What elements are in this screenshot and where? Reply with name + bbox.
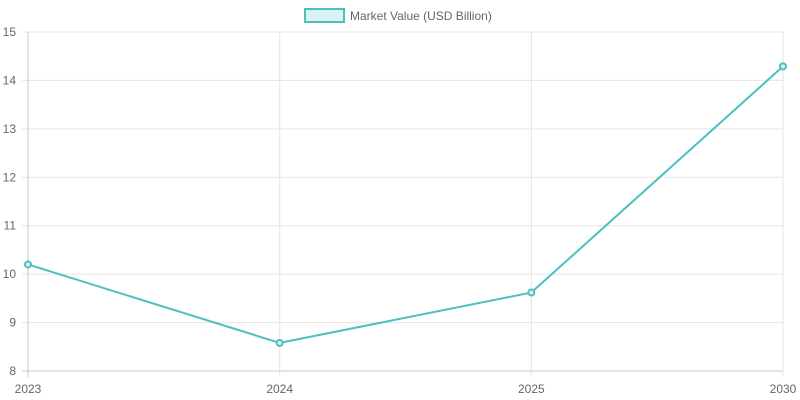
x-tick-label: 2030 bbox=[770, 382, 797, 396]
legend[interactable]: Market Value (USD Billion) bbox=[304, 8, 492, 23]
y-tick-label: 15 bbox=[3, 25, 17, 39]
grid bbox=[22, 31, 784, 377]
y-tick-label: 13 bbox=[3, 122, 17, 136]
y-tick-label: 11 bbox=[4, 219, 17, 233]
axes: 8 9 10 11 12 13 14 15 2023 2024 2025 2030 bbox=[3, 25, 797, 396]
y-tick-label: 8 bbox=[9, 364, 16, 378]
legend-label[interactable]: Market Value (USD Billion) bbox=[350, 9, 492, 23]
y-tick-label: 12 bbox=[3, 170, 17, 184]
x-tick-label: 2024 bbox=[266, 382, 293, 396]
series bbox=[24, 62, 787, 347]
series-line bbox=[27, 65, 784, 344]
y-tick-label: 14 bbox=[3, 73, 17, 87]
y-tick-label: 9 bbox=[9, 316, 16, 330]
data-point bbox=[779, 62, 787, 71]
x-tick-label: 2023 bbox=[15, 382, 42, 396]
x-tick-label: 2025 bbox=[518, 382, 545, 396]
data-point bbox=[275, 338, 284, 347]
legend-swatch[interactable] bbox=[304, 8, 345, 23]
data-point bbox=[24, 260, 32, 269]
data-point bbox=[527, 288, 536, 297]
y-tick-label: 10 bbox=[3, 267, 17, 281]
